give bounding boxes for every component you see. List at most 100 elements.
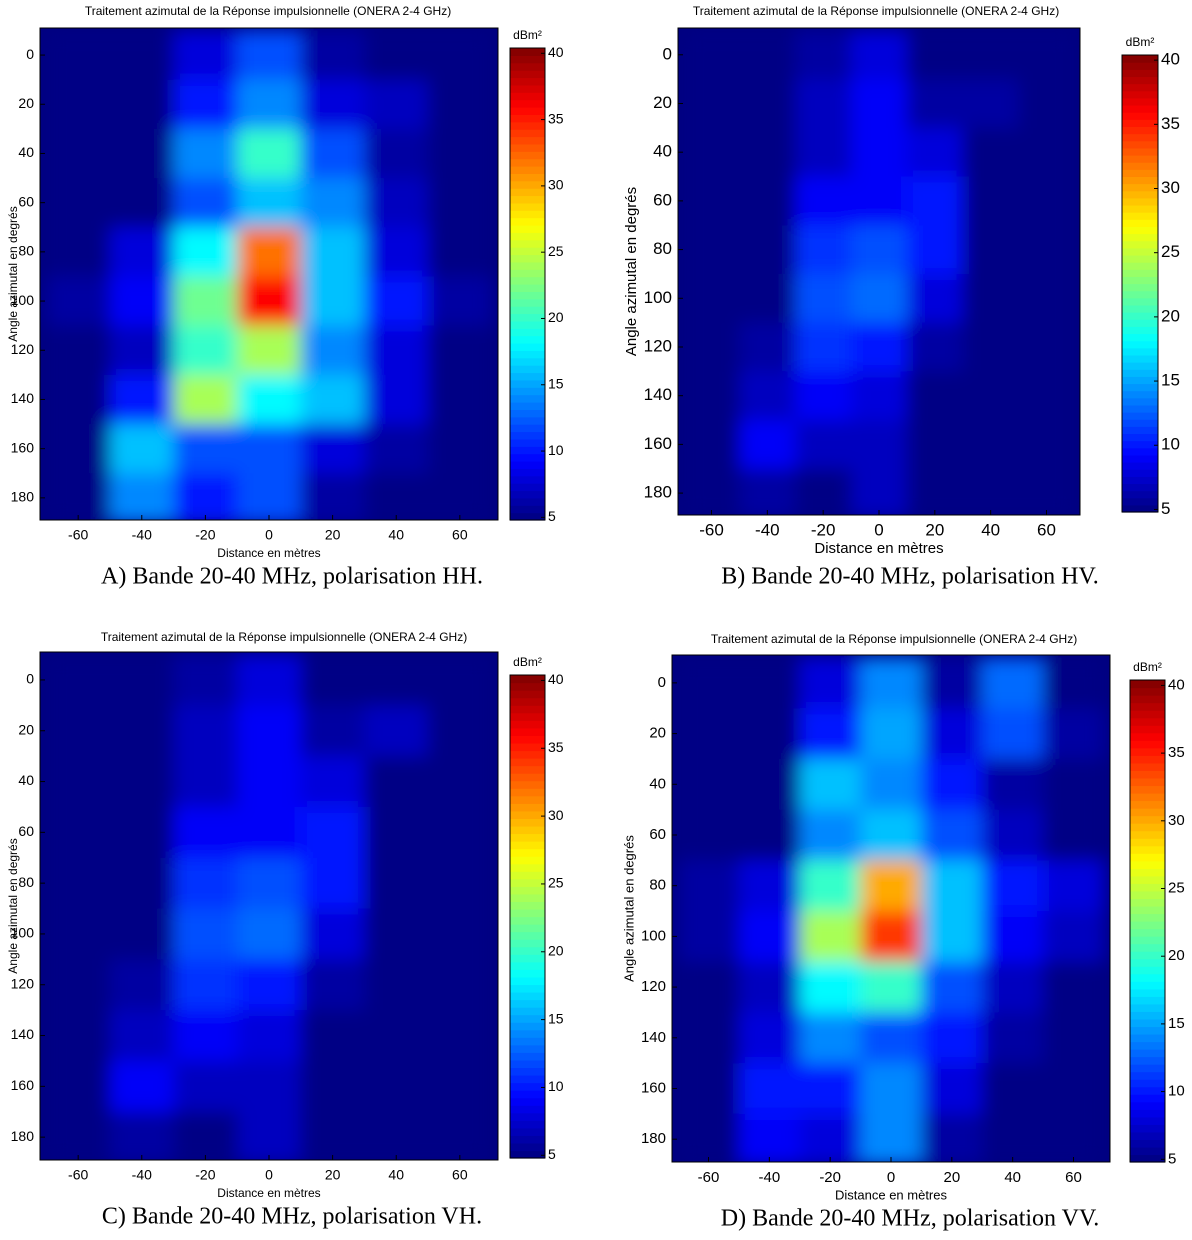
heatmap-cell [1043, 860, 1105, 912]
y-tick-label: 100 [644, 288, 672, 307]
colorbar-segment [510, 788, 545, 797]
heatmap-cell [173, 806, 238, 859]
colorbar-segment [1122, 454, 1158, 463]
y-tick-label: 60 [18, 823, 34, 839]
colorbar-segment [510, 1007, 545, 1016]
cells [683, 30, 1075, 515]
colorbar-segment [1122, 112, 1158, 120]
heatmap-cell [237, 959, 302, 1011]
colorbar-segment [510, 856, 545, 865]
heatmap-cell [237, 30, 302, 81]
colorbar-tick-label: 30 [548, 177, 564, 193]
heatmap-cell [109, 1060, 175, 1113]
colorbar-segment [1130, 890, 1165, 900]
x-tick-label: 60 [1065, 1169, 1082, 1186]
colorbar-tick-label: 10 [1168, 1083, 1185, 1100]
heatmap-cell [173, 424, 238, 474]
heatmap-cell [109, 1111, 175, 1160]
heatmap-cell [237, 1010, 302, 1062]
colorbar-segment [510, 350, 545, 359]
heatmap-cell [738, 758, 801, 811]
colorbar-segment [510, 387, 545, 396]
colorbar-segment [1122, 90, 1158, 99]
colorbar-segment [1122, 433, 1158, 442]
heatmap-cell [46, 705, 111, 757]
heatmap-cell [237, 128, 302, 179]
x-tick-label: 40 [388, 1167, 404, 1183]
colorbar-segment [1130, 1154, 1165, 1163]
y-tick-label: 0 [658, 674, 666, 691]
colorbar-segment [510, 795, 545, 804]
heatmap-cell [921, 708, 983, 760]
heatmap-cell [237, 424, 302, 474]
colorbar-segment [510, 939, 545, 948]
x-tick-label: 0 [887, 1169, 895, 1186]
colorbar-segment [1130, 1124, 1165, 1133]
heatmap-cell [300, 473, 365, 520]
y-tick-label: 80 [18, 243, 34, 259]
colorbar-segment [510, 143, 545, 152]
colorbar-tick-label: 30 [1161, 178, 1180, 197]
colorbar-segment [510, 512, 545, 521]
colorbar-segment [510, 416, 545, 425]
colorbar-segment [510, 984, 545, 993]
heatmap-cell [851, 79, 908, 129]
colorbar-segment [510, 1022, 545, 1031]
heatmap-cell [173, 325, 238, 376]
colorbar-segment [1122, 326, 1158, 335]
heatmap-cell [364, 424, 429, 474]
heatmap-cell [678, 860, 740, 912]
colorbar-segment [510, 70, 545, 79]
y-tick-label: 180 [11, 489, 35, 505]
colorbar-segment [1130, 845, 1165, 854]
heatmap-cell [982, 961, 1044, 1013]
colorbar-segment [1122, 154, 1158, 163]
heatmap-cell [364, 473, 429, 520]
colorbar-segment [1122, 262, 1158, 270]
heatmap-cell [1043, 1113, 1105, 1162]
heatmap-cell [921, 1063, 983, 1115]
heatmap-cell [428, 276, 493, 327]
x-tick-label: 40 [981, 520, 1000, 539]
heatmap-cell [860, 961, 922, 1013]
colorbar-segment [510, 217, 545, 226]
colorbar-segment [1122, 462, 1158, 470]
heatmap-cell [300, 424, 365, 474]
colorbar-segment [510, 1082, 545, 1091]
heatmap-cell [851, 127, 908, 178]
colorbar-segment [1122, 276, 1158, 285]
chart-title: Traitement azimutal de la Réponse impuls… [693, 4, 1059, 18]
heatmap-cell [683, 322, 740, 372]
heatmap-cell [173, 959, 238, 1011]
colorbar-segment [510, 394, 545, 403]
y-tick-label: 20 [18, 95, 34, 111]
chart-title: Traitement azimutal de la Réponse impuls… [101, 630, 467, 644]
colorbar-segment [1130, 830, 1165, 839]
colorbar-segment [1122, 404, 1158, 413]
heatmap-cell [1018, 273, 1075, 324]
colorbar-segment [510, 690, 545, 699]
colorbar-segment [510, 107, 545, 115]
y-tick-label: 120 [11, 341, 35, 357]
heatmap-cell [46, 128, 111, 179]
heatmap-cell [237, 79, 302, 130]
heatmap-cell [738, 961, 801, 1013]
caption: A) Bande 20-40 MHz, polarisation HH. [101, 564, 483, 590]
colorbar-segment [510, 225, 545, 233]
y-tick-label: 40 [653, 142, 672, 161]
heatmap-cell [46, 178, 111, 228]
y-tick-label: 40 [18, 772, 34, 788]
colorbar-segment [1130, 710, 1165, 719]
colorbar-segment [1122, 376, 1158, 385]
heatmap-cell [46, 1111, 111, 1160]
x-tick-label: -20 [195, 527, 215, 543]
heatmap-cell [237, 178, 302, 228]
heatmap-cell [921, 758, 983, 811]
heatmap-cell [46, 1010, 111, 1062]
colorbar-segment [510, 173, 545, 182]
heatmap-cell [173, 756, 238, 808]
heatmap-cell [678, 961, 740, 1013]
heatmap-cell [795, 273, 852, 324]
colorbar-segment [1130, 958, 1165, 967]
heatmap-cell [1018, 468, 1075, 515]
